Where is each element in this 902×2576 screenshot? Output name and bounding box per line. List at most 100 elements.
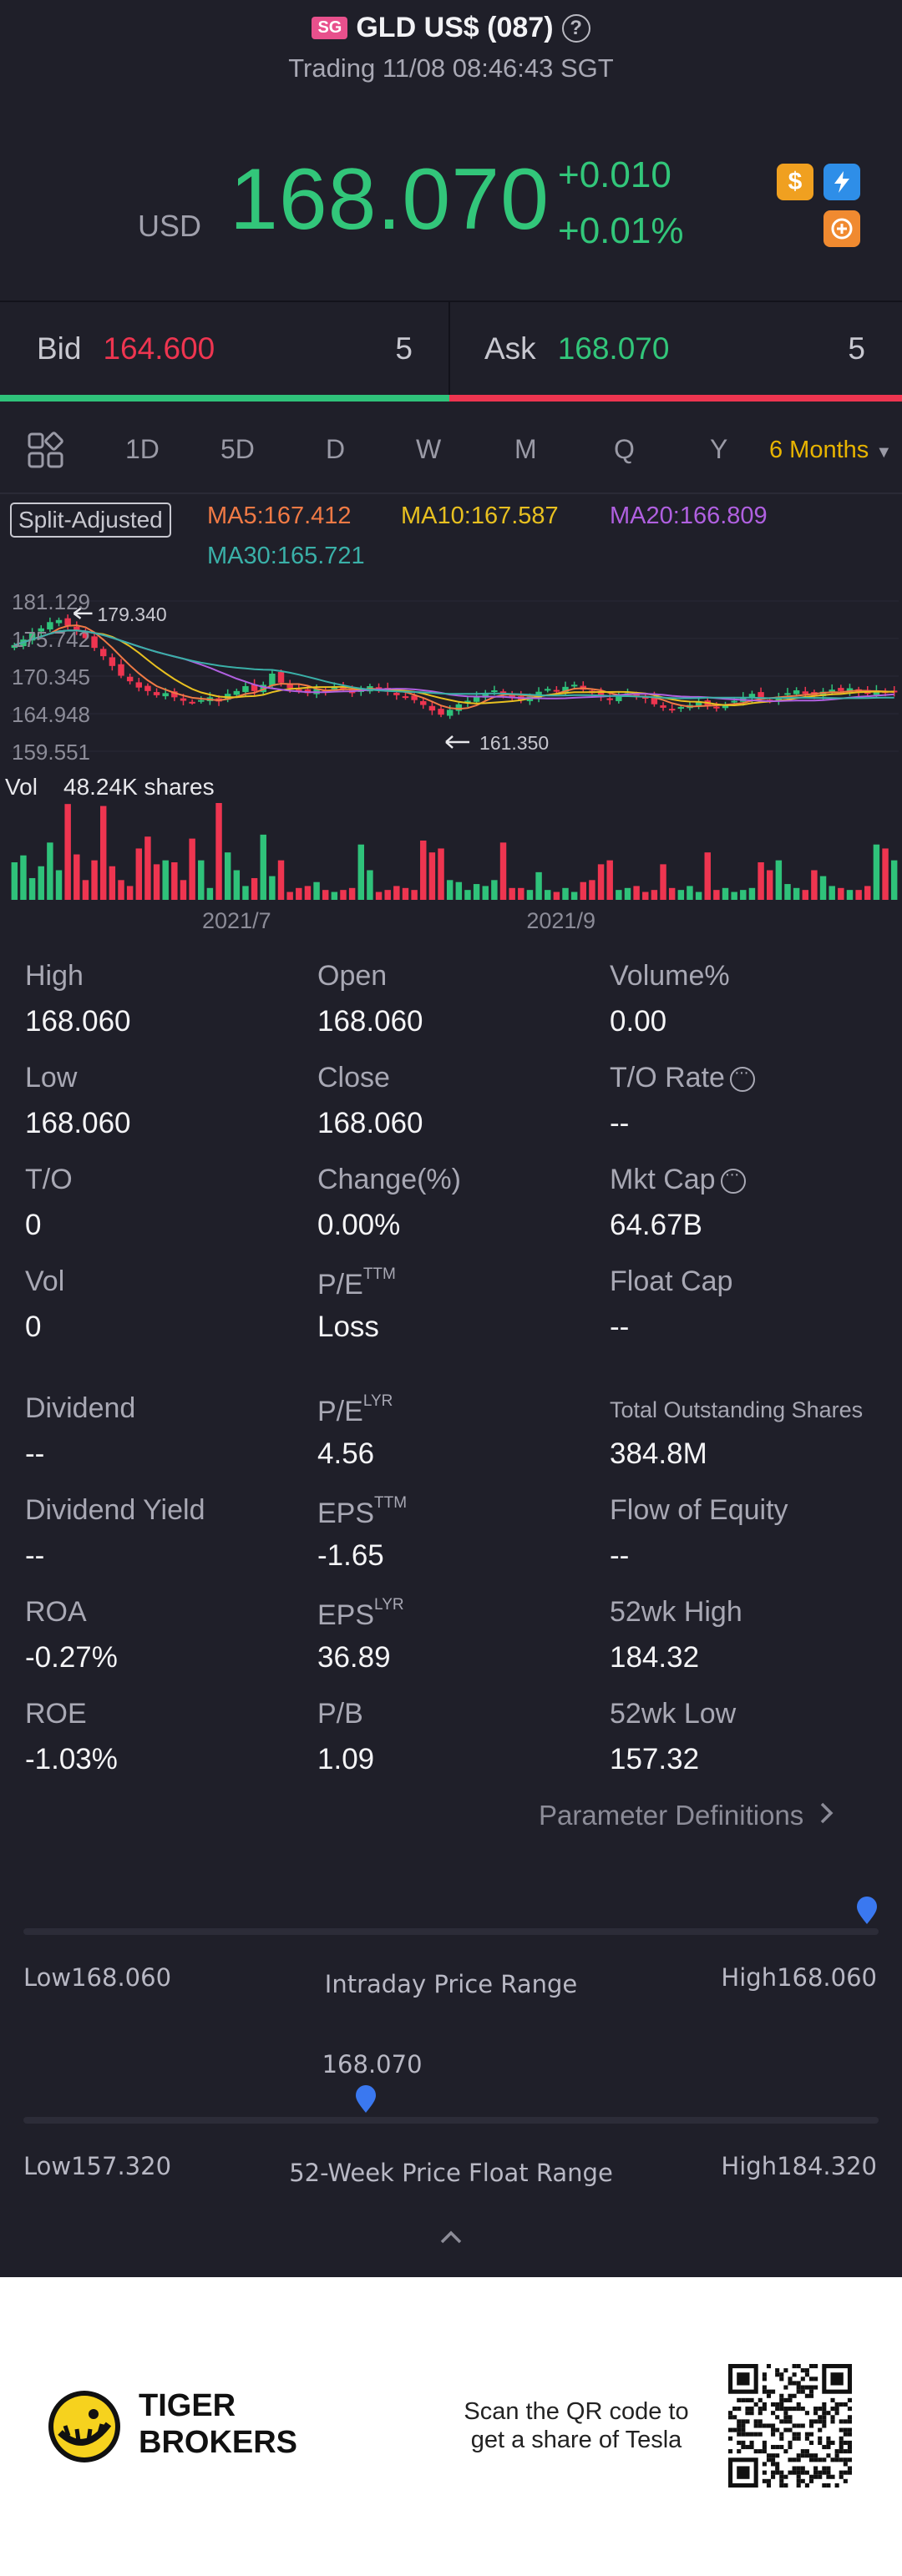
scan-text: Scan the QR code to get a share of Tesla xyxy=(451,2397,702,2454)
qr-code-icon[interactable] xyxy=(728,2364,852,2488)
price-chart[interactable]: 181.129175.742170.345164.948159.551179.3… xyxy=(0,584,902,935)
candle-body xyxy=(64,618,71,626)
volume-bar xyxy=(758,862,764,900)
tab-q[interactable]: Q xyxy=(614,434,635,464)
qr-module xyxy=(808,2393,814,2398)
qr-module xyxy=(745,2432,750,2437)
qr-module xyxy=(834,2402,839,2407)
volume-bar xyxy=(118,880,124,900)
volume-bar xyxy=(348,887,356,900)
stat-label: T/O Rate xyxy=(610,1062,755,1094)
x-tick-label: 2021/7 xyxy=(202,908,271,933)
qr-module xyxy=(783,2411,788,2416)
qr-module xyxy=(741,2419,746,2424)
qr-module xyxy=(792,2432,797,2437)
volume-bar xyxy=(242,886,249,900)
qr-module xyxy=(771,2432,776,2437)
brain-icon[interactable] xyxy=(823,210,860,247)
qr-module xyxy=(818,2427,823,2432)
ask-row[interactable]: Ask 168.070 5 xyxy=(484,302,865,396)
qr-module xyxy=(804,2453,809,2458)
qr-module xyxy=(822,2483,827,2488)
volume-bar xyxy=(420,840,427,900)
qr-module xyxy=(847,2466,852,2471)
volume-bar xyxy=(286,891,293,900)
split-adjusted-toggle[interactable]: Split-Adjusted xyxy=(10,503,171,538)
brand-name: TIGER BROKERS xyxy=(139,2387,297,2461)
candle-body xyxy=(198,700,205,702)
tab-d[interactable]: D xyxy=(326,434,346,464)
volume-bar xyxy=(233,870,241,900)
candle-body xyxy=(420,700,427,705)
intraday-high: High168.060 xyxy=(721,1963,877,1992)
qr-module xyxy=(847,2407,852,2412)
qr-module xyxy=(745,2419,750,2424)
qr-module xyxy=(808,2389,814,2394)
header: SG GLD US$ (087) ? Trading 11/08 08:46:4… xyxy=(0,0,902,138)
qr-module xyxy=(753,2419,758,2424)
collapse-chevron-up-icon[interactable] xyxy=(439,2229,463,2245)
qr-module xyxy=(788,2381,793,2386)
candle-body xyxy=(784,693,791,695)
stat-label-text: Open xyxy=(317,960,388,992)
52wk-range-track xyxy=(23,2117,879,2124)
qr-module xyxy=(753,2432,758,2437)
tab-m[interactable]: M xyxy=(514,434,537,464)
stat-label: Open xyxy=(317,960,387,993)
qr-module xyxy=(762,2376,767,2382)
qr-module xyxy=(808,2457,814,2462)
volume-bar xyxy=(526,890,534,900)
stat-label-text: ROA xyxy=(25,1596,87,1628)
stat-label: Total Outstanding Shares xyxy=(610,1397,863,1423)
info-icon[interactable] xyxy=(720,1165,746,1195)
qr-module xyxy=(813,2364,818,2369)
qr-module xyxy=(804,2368,809,2373)
qr-module xyxy=(737,2372,750,2386)
volume-bar xyxy=(99,806,107,900)
grid-icon[interactable] xyxy=(27,432,65,470)
qr-module xyxy=(762,2423,767,2428)
volume-value: 48.24K shares xyxy=(63,774,215,800)
stat-value: 168.060 xyxy=(317,1107,423,1139)
candle-body xyxy=(873,690,880,695)
volume-bar xyxy=(296,887,302,900)
volume-bar xyxy=(375,891,383,900)
qr-module xyxy=(792,2436,797,2441)
candle-body xyxy=(286,684,293,689)
tab-1d[interactable]: 1D xyxy=(125,434,160,464)
qr-module xyxy=(749,2432,754,2437)
qr-module xyxy=(796,2457,801,2462)
qr-module xyxy=(762,2389,767,2394)
tab-6-months[interactable]: 6 Months ▼ xyxy=(769,437,892,464)
qr-module xyxy=(749,2397,754,2402)
candle-body xyxy=(482,693,489,698)
volume-bar xyxy=(819,876,827,900)
qr-module xyxy=(788,2427,793,2432)
volume-bar xyxy=(73,854,80,900)
volume-bar xyxy=(482,886,489,900)
tab-y[interactable]: Y xyxy=(710,434,728,464)
candle-body xyxy=(402,696,409,699)
dollar-icon[interactable]: $ xyxy=(777,164,813,200)
info-icon[interactable] xyxy=(729,1063,755,1093)
qr-module xyxy=(792,2470,797,2475)
volume-bar xyxy=(642,891,649,900)
bid-row[interactable]: Bid 164.600 5 xyxy=(37,302,413,396)
help-icon[interactable]: ? xyxy=(561,13,590,43)
parameter-definitions-link[interactable]: Parameter Definitions xyxy=(539,1800,836,1831)
qr-module xyxy=(762,2407,767,2412)
tab-w[interactable]: W xyxy=(416,434,442,464)
stat-label-sup: LYR xyxy=(362,1392,393,1410)
qr-module xyxy=(826,2440,831,2445)
tab-5d[interactable]: 5D xyxy=(220,434,255,464)
qr-module xyxy=(808,2474,814,2479)
candle-body xyxy=(562,686,569,693)
qr-module xyxy=(737,2449,742,2454)
candle-body xyxy=(277,671,285,683)
qr-module xyxy=(813,2457,818,2462)
stat-label: Dividend Yield xyxy=(25,1494,205,1527)
qr-module xyxy=(779,2402,784,2407)
qr-module xyxy=(822,2411,827,2416)
qr-module xyxy=(843,2440,848,2445)
flash-icon[interactable] xyxy=(823,164,860,200)
